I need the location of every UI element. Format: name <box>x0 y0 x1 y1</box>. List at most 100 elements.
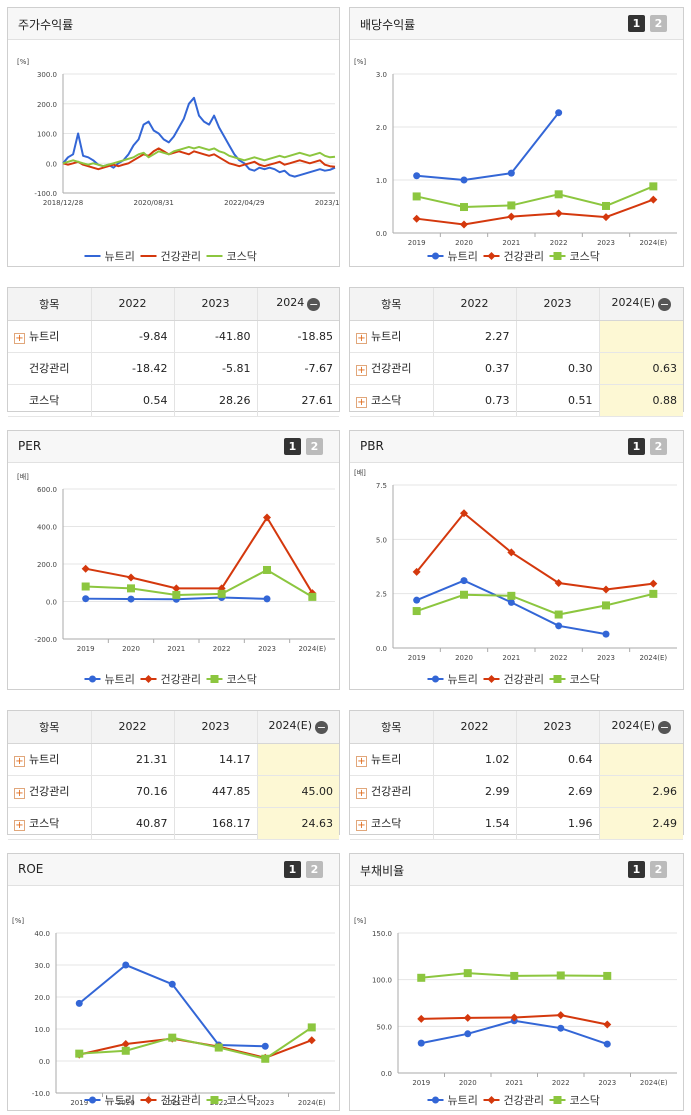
legend-item-health[interactable]: 건강관리 <box>140 673 201 686</box>
legend-marker[interactable] <box>432 1096 439 1104</box>
data-point[interactable] <box>413 596 421 604</box>
legend-marker[interactable] <box>432 252 439 260</box>
data-point[interactable] <box>263 513 271 522</box>
expand-icon[interactable]: + <box>356 333 367 344</box>
data-point[interactable] <box>510 971 519 980</box>
data-point[interactable] <box>507 548 516 557</box>
legend-marker[interactable] <box>89 675 96 683</box>
data-point[interactable] <box>464 1030 472 1038</box>
data-point[interactable] <box>554 579 563 588</box>
legend-item-nutri[interactable]: 뉴트리 <box>84 673 135 686</box>
legend-item-kosdaq[interactable]: 코스닥 <box>549 1094 600 1107</box>
legend-marker[interactable] <box>432 675 439 683</box>
data-point[interactable] <box>463 969 472 978</box>
legend-marker[interactable] <box>210 675 219 683</box>
data-point[interactable] <box>554 209 563 218</box>
legend-item-health[interactable]: 건강관리 <box>483 250 544 263</box>
data-point[interactable] <box>307 1036 316 1045</box>
data-point[interactable] <box>603 971 612 980</box>
data-point[interactable] <box>603 1020 612 1029</box>
data-point[interactable] <box>412 192 421 201</box>
data-point[interactable] <box>75 1049 84 1058</box>
data-point[interactable] <box>81 582 90 591</box>
legend-item-health[interactable]: 건강관리 <box>140 250 201 263</box>
legend-item-nutri[interactable]: 뉴트리 <box>427 673 478 686</box>
data-point[interactable] <box>214 1043 223 1052</box>
legend-item-nutri[interactable]: 뉴트리 <box>84 250 135 263</box>
legend-item-health[interactable]: 건강관리 <box>483 673 544 686</box>
data-point[interactable] <box>308 592 317 601</box>
data-point[interactable] <box>168 980 176 988</box>
data-point[interactable] <box>417 1039 425 1047</box>
data-point[interactable] <box>261 1042 269 1050</box>
view-2-button[interactable]: 2 <box>650 15 667 32</box>
expand-icon[interactable]: + <box>356 756 367 767</box>
data-point[interactable] <box>121 1040 130 1049</box>
data-point[interactable] <box>507 201 516 210</box>
data-point[interactable] <box>602 585 610 594</box>
expand-icon[interactable]: + <box>356 365 367 376</box>
legend-item-kosdaq[interactable]: 코스닥 <box>206 250 257 263</box>
legend-marker[interactable] <box>553 252 562 260</box>
expand-icon[interactable]: + <box>14 756 25 767</box>
data-point[interactable] <box>412 214 421 223</box>
data-point[interactable] <box>510 1013 519 1022</box>
data-point[interactable] <box>649 589 658 598</box>
data-point[interactable] <box>307 1023 316 1032</box>
legend-item-nutri[interactable]: 뉴트리 <box>84 1094 135 1107</box>
data-point[interactable] <box>263 565 271 574</box>
data-point[interactable] <box>460 577 468 585</box>
data-point[interactable] <box>172 584 181 593</box>
legend-marker[interactable] <box>553 1096 562 1104</box>
data-point[interactable] <box>460 220 468 229</box>
data-point[interactable] <box>554 610 563 619</box>
data-point[interactable] <box>460 176 468 184</box>
legend-marker[interactable] <box>89 1096 96 1104</box>
legend-marker[interactable] <box>210 1096 219 1104</box>
view-2-button[interactable]: 2 <box>306 861 323 878</box>
data-point[interactable] <box>507 169 515 177</box>
legend-marker[interactable] <box>487 252 496 260</box>
data-point[interactable] <box>602 213 610 222</box>
data-point[interactable] <box>127 573 135 582</box>
legend-item-health[interactable]: 건강관리 <box>483 1094 544 1107</box>
collapse-icon[interactable]: − <box>658 298 672 312</box>
data-point[interactable] <box>463 1013 472 1022</box>
view-1-button[interactable]: 1 <box>628 15 645 32</box>
legend-item-nutri[interactable]: 뉴트리 <box>427 1094 478 1107</box>
data-point[interactable] <box>602 601 610 610</box>
expand-icon[interactable]: + <box>356 820 367 831</box>
view-1-button[interactable]: 1 <box>284 438 301 455</box>
data-point[interactable] <box>75 999 83 1007</box>
data-point[interactable] <box>261 1054 270 1063</box>
data-point[interactable] <box>82 595 90 603</box>
data-point[interactable] <box>460 590 468 599</box>
data-point[interactable] <box>649 579 658 588</box>
data-point[interactable] <box>172 590 181 599</box>
collapse-icon[interactable]: − <box>315 721 329 735</box>
data-point[interactable] <box>81 564 90 573</box>
data-point[interactable] <box>556 1011 565 1020</box>
legend-marker[interactable] <box>144 1096 153 1104</box>
view-2-button[interactable]: 2 <box>306 438 323 455</box>
legend-marker[interactable] <box>487 675 496 683</box>
data-point[interactable] <box>127 595 135 603</box>
data-point[interactable] <box>417 1014 426 1023</box>
view-1-button[interactable]: 1 <box>628 861 645 878</box>
collapse-icon[interactable]: − <box>658 721 672 735</box>
expand-icon[interactable]: + <box>14 788 25 799</box>
legend-item-kosdaq[interactable]: 코스닥 <box>206 1094 257 1107</box>
expand-icon[interactable]: + <box>356 788 367 799</box>
legend-marker[interactable] <box>553 675 562 683</box>
view-1-button[interactable]: 1 <box>284 861 301 878</box>
data-point[interactable] <box>263 595 271 603</box>
legend-item-kosdaq[interactable]: 코스닥 <box>206 673 257 686</box>
view-2-button[interactable]: 2 <box>650 438 667 455</box>
view-1-button[interactable]: 1 <box>628 438 645 455</box>
collapse-icon[interactable]: − <box>307 298 321 312</box>
data-point[interactable] <box>168 1033 177 1042</box>
data-point[interactable] <box>412 567 421 576</box>
data-point[interactable] <box>602 630 610 638</box>
legend-marker[interactable] <box>144 675 153 683</box>
data-point[interactable] <box>649 195 658 204</box>
